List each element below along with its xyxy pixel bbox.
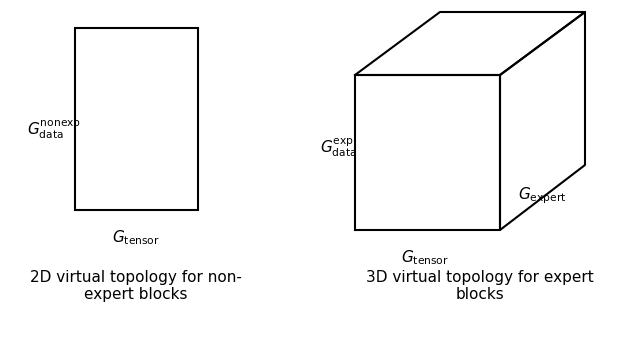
Polygon shape — [500, 12, 585, 230]
Bar — [75, 28, 198, 210]
Text: 3D virtual topology for expert
blocks: 3D virtual topology for expert blocks — [366, 270, 594, 302]
Text: 2D virtual topology for non-
expert blocks: 2D virtual topology for non- expert bloc… — [30, 270, 242, 302]
Polygon shape — [355, 75, 500, 230]
Polygon shape — [355, 12, 585, 75]
Text: $G_{\mathrm{data}}^{\mathrm{nonexp}}$: $G_{\mathrm{data}}^{\mathrm{nonexp}}$ — [27, 118, 81, 141]
Text: $G_{\mathrm{expert}}$: $G_{\mathrm{expert}}$ — [518, 186, 566, 206]
Text: $G_{\mathrm{tensor}}$: $G_{\mathrm{tensor}}$ — [401, 248, 449, 267]
Text: $G_{\mathrm{data}}^{\mathrm{exp}}$: $G_{\mathrm{data}}^{\mathrm{exp}}$ — [320, 137, 357, 159]
Text: $G_{\mathrm{tensor}}$: $G_{\mathrm{tensor}}$ — [112, 228, 160, 247]
